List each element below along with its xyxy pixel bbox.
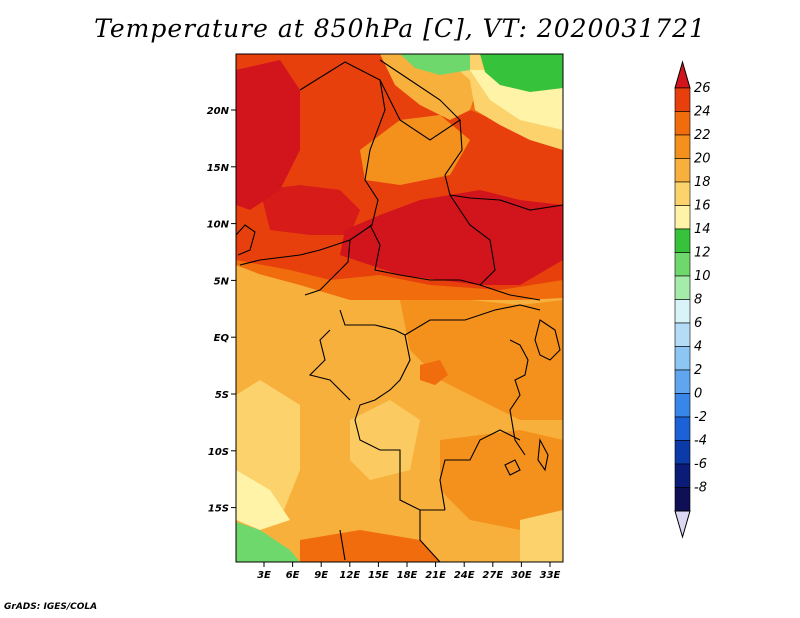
lon-label: 21E [425,570,446,581]
colorbar-swatch [674,252,691,277]
colorbar-swatch [674,393,691,418]
colorbar-label: 24 [694,105,711,120]
political-boundaries [235,59,564,563]
colorbar-swatch [674,205,691,230]
colorbar-label: -8 [694,481,707,496]
lat-label: 5N [214,276,230,287]
lon-label: 24E [454,570,475,581]
colorbar-swatch [674,322,691,347]
lon-label: 27E [482,570,503,581]
colorbar-swatch [674,275,691,300]
colorbar-label: -2 [694,410,707,425]
lon-label: 3E [257,570,271,581]
colorbar-label: 22 [694,128,711,143]
colorbar-swatch [674,111,691,136]
colorbar-swatch [674,134,691,159]
colorbar-swatch [674,346,691,371]
chart-title: Temperature at 850hPa [C], VT: 202003172… [94,14,706,43]
colorbar-label: 8 [694,293,702,308]
colorbar-swatch [674,440,691,465]
colorbar-top-arrow [674,60,691,89]
lon-label: 33E [540,570,561,581]
colorbar-label: 4 [694,340,702,355]
colorbar-label: 0 [694,387,702,402]
colorbar-label: 14 [694,222,711,237]
colorbar-label: 18 [694,175,711,190]
lon-label: 6E [286,570,300,581]
colorbar-label: 10 [694,269,711,284]
lon-label: 15E [368,570,389,581]
colorbar-label: 2 [694,363,702,378]
grads-credit: GrADS: IGES/COLA [4,602,98,612]
colorbar-label: 20 [694,152,711,167]
colorbar-swatch [674,369,691,394]
lon-label: 30E [511,570,532,581]
colorbar-label: 12 [694,246,711,261]
longitude-axis: 3E 6E 9E 12E 15E 18E 21E 24E 27E 30E 33E [257,562,561,581]
colorbar-label: 6 [694,316,702,331]
colorbar-label: 26 [694,81,711,96]
lat-label: 15N [207,163,230,174]
colorbar-swatch [674,158,691,183]
lon-label: 18E [397,570,418,581]
temperature-field [236,54,563,562]
colorbar-swatch [674,463,691,488]
lat-label: 10S [208,447,229,458]
colorbar-swatch [674,87,691,112]
lat-label: 5S [215,390,229,401]
lat-label: 10N [207,220,230,231]
colorbar-bottom-arrow [674,510,691,539]
lat-label: 15S [208,504,229,515]
colorbar-swatch [674,416,691,441]
colorbar-label: -4 [694,434,707,449]
colorbar-swatch [674,181,691,206]
lon-label: 12E [339,570,360,581]
colorbar-label: -6 [694,457,707,472]
colorbar-label: 16 [694,199,711,214]
lat-label: 20N [207,106,230,117]
colorbar-swatch [674,487,691,512]
lon-label: 9E [314,570,328,581]
lat-label: EQ [214,333,230,344]
map-frame [235,53,564,563]
latitude-axis: 20N 15N 10N 5N EQ 5S 10S 15S [207,106,236,515]
colorbar-swatch [674,299,691,324]
colorbar-swatch [674,228,691,253]
